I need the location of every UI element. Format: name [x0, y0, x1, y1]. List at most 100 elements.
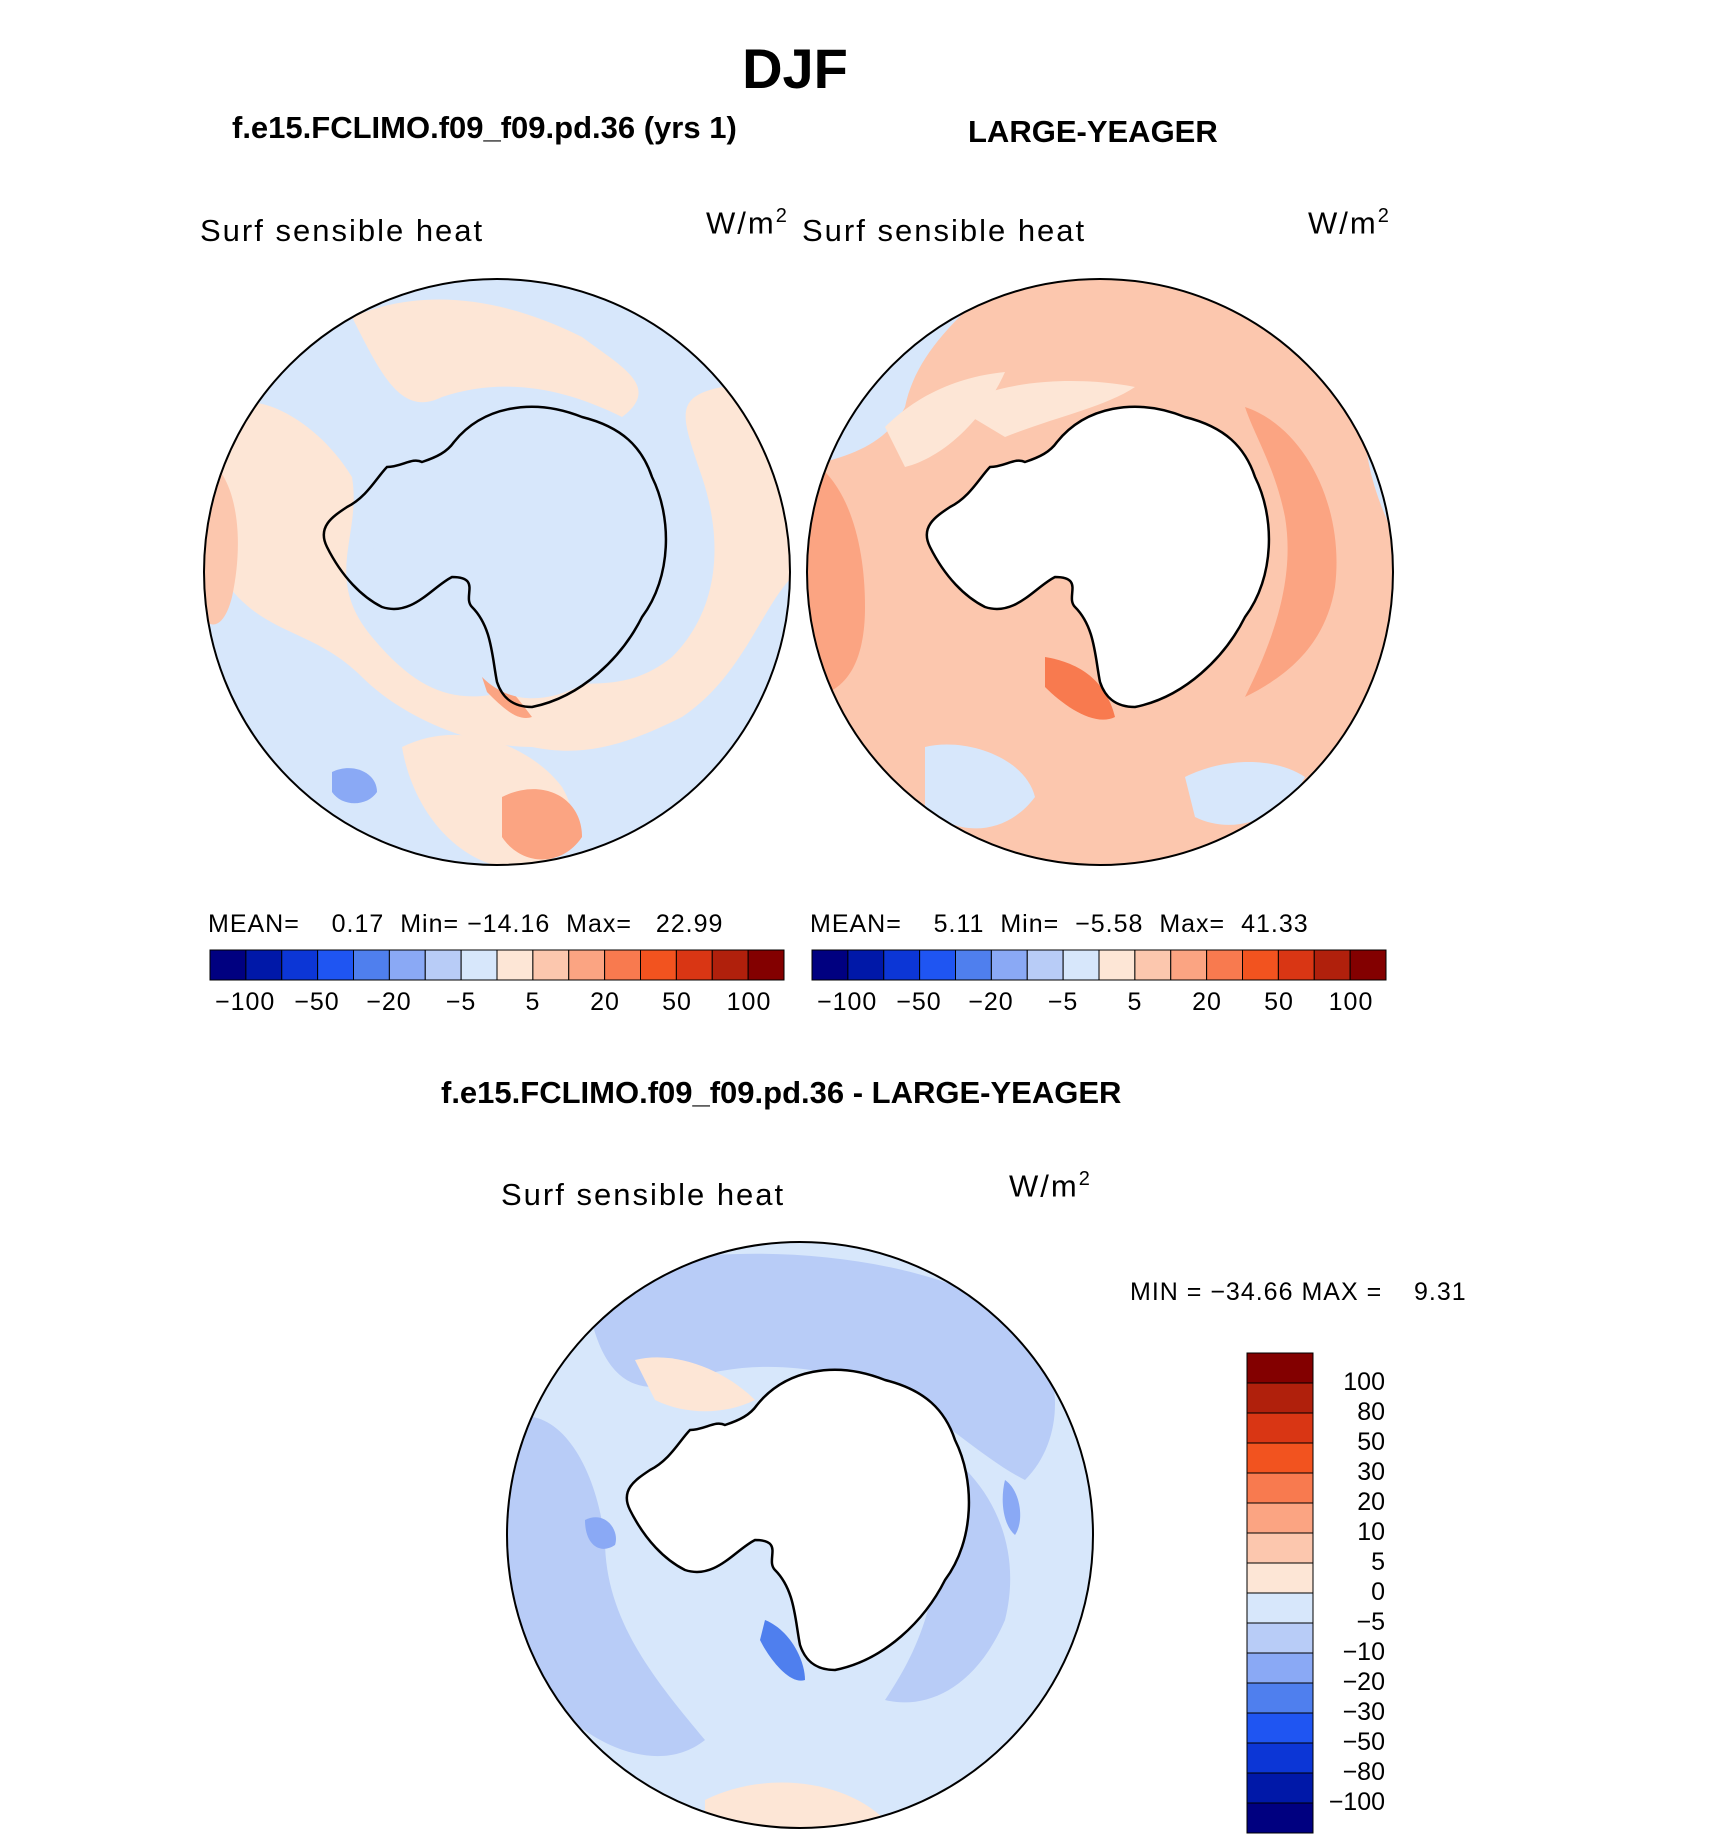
colorbar-swatch [1242, 949, 1279, 981]
colorbar-swatch [1246, 1592, 1314, 1624]
diff-warm-nw [635, 1357, 755, 1412]
panel-2-map-border [806, 278, 1394, 866]
panel-2-stats: MEAN= 5.11 Min= −5.58 Max= 41.33 [810, 910, 1309, 938]
diff-warm-west [507, 1347, 536, 1415]
diff-tick: 5 [1371, 1548, 1385, 1576]
diff-cold-west [507, 1416, 705, 1756]
colorbar-swatch [353, 949, 390, 981]
panel-1-tick: 50 [662, 988, 692, 1016]
panel-1-colorbar [209, 949, 785, 981]
diff-cold-spot-b [1002, 1480, 1021, 1535]
diff-colorbar [1246, 1352, 1314, 1834]
colorbar-swatch [675, 949, 713, 981]
diff-tick: −80 [1342, 1758, 1385, 1786]
colorbar-swatch [1134, 949, 1172, 981]
panel-1-colorbar-ticks: −100 −50 −20 −5 5 20 50 100 [210, 988, 784, 1018]
colorbar-swatch [640, 949, 677, 981]
colorbar-swatch [1170, 949, 1208, 981]
colorbar-swatch [1246, 1352, 1314, 1384]
panel-1-tick: −20 [366, 988, 412, 1016]
colorbar-swatch [847, 949, 885, 981]
panel-2-north-pale [955, 381, 1135, 437]
panel-2-tick: −20 [968, 988, 1014, 1016]
colorbar-swatch [883, 949, 921, 981]
diff-tick: −50 [1342, 1728, 1385, 1756]
colorbar-swatch [1246, 1502, 1314, 1534]
panel-2-pale-nw [885, 372, 1005, 467]
diff-tick: 50 [1357, 1428, 1385, 1456]
colorbar-swatch [1246, 1442, 1314, 1474]
colorbar-swatch [990, 949, 1028, 981]
panel-1-units: W/m2 [706, 205, 789, 241]
diff-map-border [506, 1241, 1094, 1829]
panel-2-peninsula-warm [1045, 657, 1115, 720]
diff-tick: −5 [1356, 1608, 1385, 1636]
diff-map [506, 1241, 1094, 1829]
colorbar-swatch [919, 949, 957, 981]
colorbar-swatch [281, 949, 319, 981]
panel-1-tick: −100 [215, 988, 276, 1016]
diff-tick: −100 [1328, 1788, 1385, 1816]
colorbar-swatch [245, 949, 283, 981]
panel-1-coastline [322, 405, 668, 709]
panel-1-cold-spot [332, 768, 377, 804]
colorbar-swatch [496, 949, 534, 981]
panel-1-variable: Surf sensible heat [200, 213, 485, 248]
panel-2-case-title: LARGE-YEAGER [968, 114, 1218, 149]
panel-2-colorbar [811, 949, 1387, 981]
colorbar-swatch [568, 949, 606, 981]
panel-2-tick: −5 [1047, 988, 1079, 1016]
panel-2-east-warm [1245, 407, 1337, 697]
diff-cold-north [585, 1253, 1055, 1480]
diff-tick: 80 [1357, 1398, 1385, 1426]
panel-2-units: W/m2 [1308, 205, 1391, 241]
panel-1-tick: 100 [726, 988, 772, 1016]
diff-tick: 100 [1343, 1368, 1385, 1396]
panel-1-north-patch [352, 299, 639, 417]
diff-tick: −20 [1342, 1668, 1385, 1696]
colorbar-swatch [1246, 1472, 1314, 1504]
colorbar-swatch [1246, 1652, 1314, 1684]
panel-2-tick: −100 [817, 988, 878, 1016]
colorbar-swatch [424, 949, 462, 981]
colorbar-swatch [532, 949, 570, 981]
panel-2-coastline [925, 405, 1271, 709]
panel-1-tick: 5 [525, 988, 541, 1016]
panel-2-tick: 20 [1192, 988, 1222, 1016]
diff-tick: 0 [1371, 1578, 1385, 1606]
panel-1-map-border [203, 278, 791, 866]
colorbar-swatch [1277, 949, 1315, 981]
diff-case-title: f.e15.FCLIMO.f09_f09.pd.36 - LARGE-YEAGE… [441, 1075, 1122, 1110]
panel-2-tick: −50 [896, 988, 942, 1016]
panel-2-tick: 5 [1127, 988, 1143, 1016]
colorbar-swatch [209, 949, 247, 981]
panel-2-map [806, 278, 1394, 866]
panel-2-west-warm [807, 457, 865, 697]
colorbar-swatch [1098, 949, 1136, 981]
colorbar-swatch [1246, 1772, 1314, 1804]
diff-tick: −10 [1342, 1638, 1385, 1666]
panel-1-stats: MEAN= 0.17 Min= −14.16 Max= 22.99 [208, 910, 724, 938]
diff-cold-spot-a [585, 1517, 616, 1549]
colorbar-swatch [955, 949, 992, 981]
diff-peninsula-cold [760, 1620, 805, 1681]
diff-minmax: MIN = −34.66 MAX = 9.31 [1130, 1278, 1467, 1306]
panel-2-colorbar-ticks: −100 −50 −20 −5 5 20 50 100 [812, 988, 1386, 1018]
colorbar-swatch [1349, 949, 1387, 981]
panel-1-case-title: f.e15.FCLIMO.f09_f09.pd.36 (yrs 1) [232, 110, 737, 145]
panel-1-tick: −50 [294, 988, 340, 1016]
diff-tick: −30 [1342, 1698, 1385, 1726]
colorbar-swatch [1246, 1412, 1314, 1444]
diff-warm-south [705, 1782, 885, 1828]
colorbar-swatch [1246, 1712, 1314, 1744]
panel-2-tick: 100 [1328, 988, 1374, 1016]
main-title: DJF [742, 37, 848, 100]
panel-1-south-warm [502, 789, 582, 860]
colorbar-swatch [1062, 949, 1100, 981]
colorbar-swatch [811, 949, 849, 981]
diff-colorbar-ticks: 100 80 50 30 20 10 5 0 −5 −10 −20 −30 −5… [1295, 1353, 1395, 1833]
panel-1-warm-band [222, 387, 790, 751]
panel-1-antarctica-field [369, 403, 664, 699]
panel-2-cold-sw [925, 744, 1035, 829]
colorbar-swatch [1026, 949, 1064, 981]
